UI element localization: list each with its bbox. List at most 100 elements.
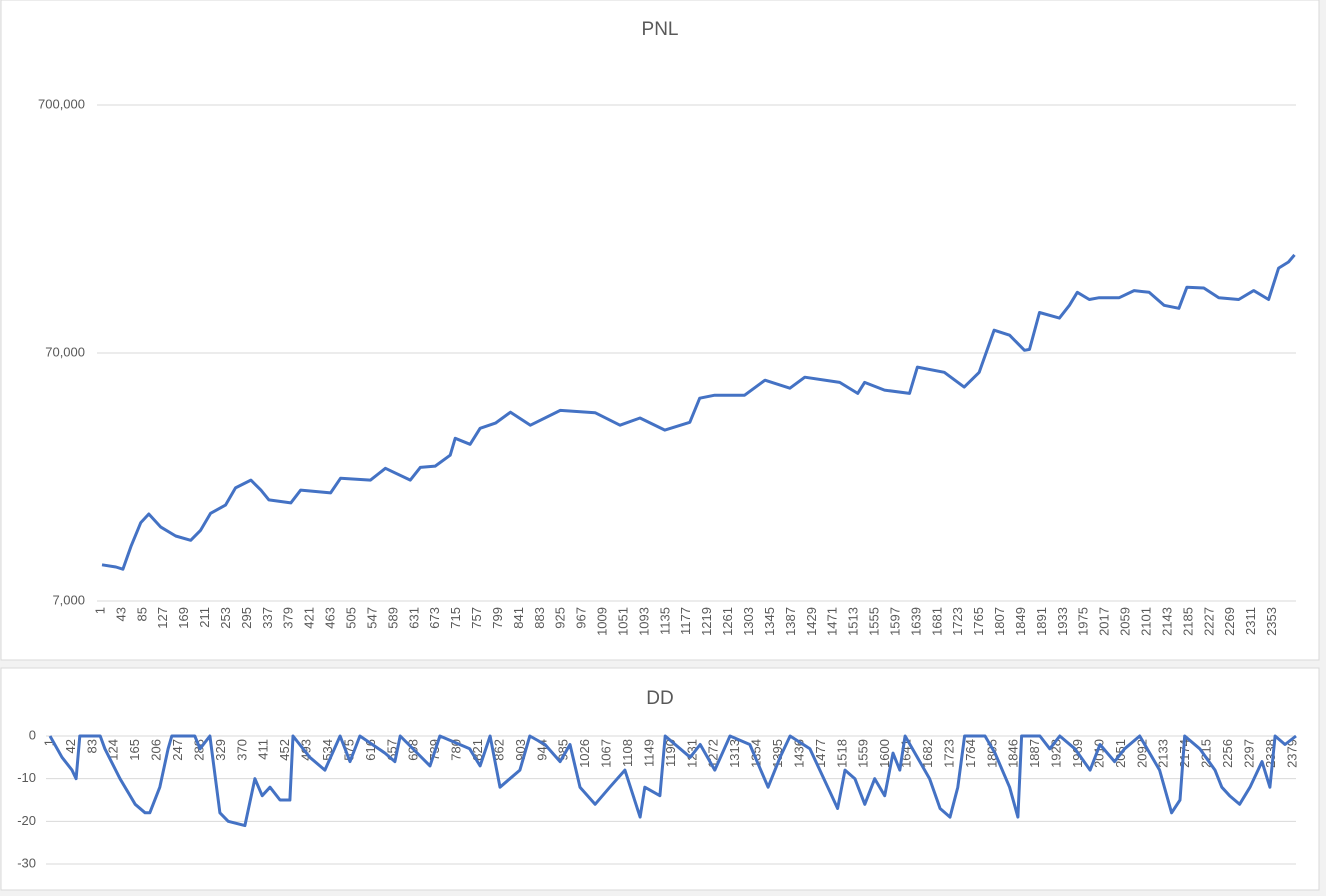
pnl-line: [48, 734, 1297, 828]
x-tick-label: 547: [364, 607, 379, 629]
x-tick-label: 1849: [1013, 607, 1028, 636]
x-tick-label: 1765: [971, 607, 986, 636]
x-tick-label: 1: [41, 739, 56, 746]
x-tick-label: 799: [490, 607, 505, 629]
x-tick-label: 206: [149, 739, 164, 761]
y-tick-label: 700,000: [38, 96, 85, 111]
x-tick-label: 925: [553, 607, 568, 629]
x-tick-label: 253: [218, 607, 233, 629]
x-tick-label: 1261: [720, 607, 735, 636]
x-tick-label: 421: [302, 607, 317, 629]
x-tick-label: 1891: [1034, 607, 1049, 636]
x-tick-label: 1681: [929, 607, 944, 636]
x-tick-label: 2143: [1159, 607, 1174, 636]
x-tick-label: 1177: [678, 607, 693, 635]
x-tick-label: 1051: [615, 607, 630, 636]
x-tick-label: 1805: [984, 739, 999, 768]
x-tick-label: 329: [213, 739, 228, 761]
x-tick-label: 211: [197, 607, 212, 628]
x-tick-label: 631: [406, 607, 421, 629]
x-tick-label: 165: [127, 739, 142, 761]
x-tick-label: 1682: [920, 739, 935, 768]
x-tick-label: 1887: [1027, 739, 1042, 768]
x-tick-label: 2227: [1201, 607, 1216, 636]
x-tick-label: 83: [84, 739, 99, 753]
x-tick-label: 1807: [992, 607, 1007, 636]
x-tick-label: 1471: [825, 607, 840, 636]
x-tick-label: 452: [277, 739, 292, 761]
y-tick-label: 0: [29, 727, 36, 742]
chart-title: DD: [646, 688, 673, 709]
y-tick-label: 70,000: [45, 344, 85, 359]
x-tick-label: 2133: [1156, 739, 1171, 768]
x-tick-label: 379: [281, 607, 296, 629]
x-tick-label: 1555: [867, 607, 882, 636]
x-tick-label: 2092: [1134, 739, 1149, 768]
x-tick-label: 1354: [749, 739, 764, 768]
x-tick-label: 2311: [1243, 607, 1258, 635]
x-tick-label: 463: [323, 607, 338, 629]
y-tick-label: -10: [17, 770, 36, 785]
x-tick-label: 757: [469, 607, 484, 629]
x-tick-label: 673: [427, 607, 442, 629]
x-tick-label: 1108: [620, 739, 635, 767]
x-tick-label: 1009: [595, 607, 610, 636]
x-tick-label: 1395: [770, 739, 785, 768]
x-tick-label: 1429: [804, 607, 819, 636]
x-tick-label: 411: [256, 739, 271, 760]
x-tick-label: 589: [385, 607, 400, 629]
x-tick-label: 1135: [657, 607, 672, 635]
x-tick-label: 841: [511, 607, 526, 629]
x-tick-label: 967: [574, 607, 589, 629]
x-tick-label: 1513: [846, 607, 861, 636]
x-tick-label: 883: [532, 607, 547, 629]
pnl-line: [101, 253, 1296, 571]
x-tick-label: 1846: [1006, 739, 1021, 768]
x-tick-label: 169: [176, 607, 191, 629]
x-tick-label: 985: [556, 739, 571, 761]
x-tick-label: 2353: [1264, 607, 1279, 636]
x-tick-label: 1026: [577, 739, 592, 768]
x-tick-label: 1093: [636, 607, 651, 636]
x-tick-label: 1436: [791, 739, 806, 768]
x-tick-label: 2185: [1180, 607, 1195, 636]
x-tick-label: 42: [63, 739, 78, 753]
x-tick-label: 1313: [727, 739, 742, 768]
x-tick-label: 2269: [1222, 607, 1237, 636]
x-tick-label: 1: [92, 607, 107, 614]
x-tick-label: 1067: [599, 739, 614, 768]
x-tick-label: 295: [239, 607, 254, 629]
x-tick-label: 1303: [741, 607, 756, 636]
x-tick-label: 247: [170, 739, 185, 761]
x-tick-label: 1933: [1055, 607, 1070, 636]
x-tick-label: 2101: [1138, 607, 1153, 636]
x-tick-label: 1190: [663, 739, 678, 767]
x-tick-label: 1149: [641, 739, 656, 767]
y-tick-label: -20: [17, 813, 36, 828]
x-tick-label: 1764: [963, 739, 978, 768]
x-tick-label: 1928: [1049, 739, 1064, 768]
chart-title: PNL: [642, 19, 679, 40]
x-tick-label: 127: [155, 607, 170, 629]
chart-frame: [0, 0, 1320, 661]
x-tick-label: 2297: [1241, 739, 1256, 768]
x-tick-label: 2017: [1097, 607, 1112, 636]
x-tick-label: 715: [448, 607, 463, 629]
x-tick-label: 85: [134, 607, 149, 621]
x-tick-label: 1600: [877, 739, 892, 768]
x-tick-label: 1387: [783, 607, 798, 636]
x-tick-label: 1518: [834, 739, 849, 768]
x-tick-label: 1723: [941, 739, 956, 768]
x-tick-label: 2256: [1220, 739, 1235, 768]
x-tick-label: 1477: [813, 739, 828, 768]
x-tick-label: 1345: [762, 607, 777, 636]
x-tick-label: 337: [260, 607, 275, 629]
x-tick-label: 1559: [856, 739, 871, 768]
x-tick-label: 43: [113, 607, 128, 621]
x-tick-label: 1219: [699, 607, 714, 636]
x-tick-label: 1639: [908, 607, 923, 636]
x-tick-label: 370: [234, 739, 249, 761]
x-tick-label: 2379: [1284, 739, 1299, 768]
y-tick-label: -30: [17, 855, 36, 870]
